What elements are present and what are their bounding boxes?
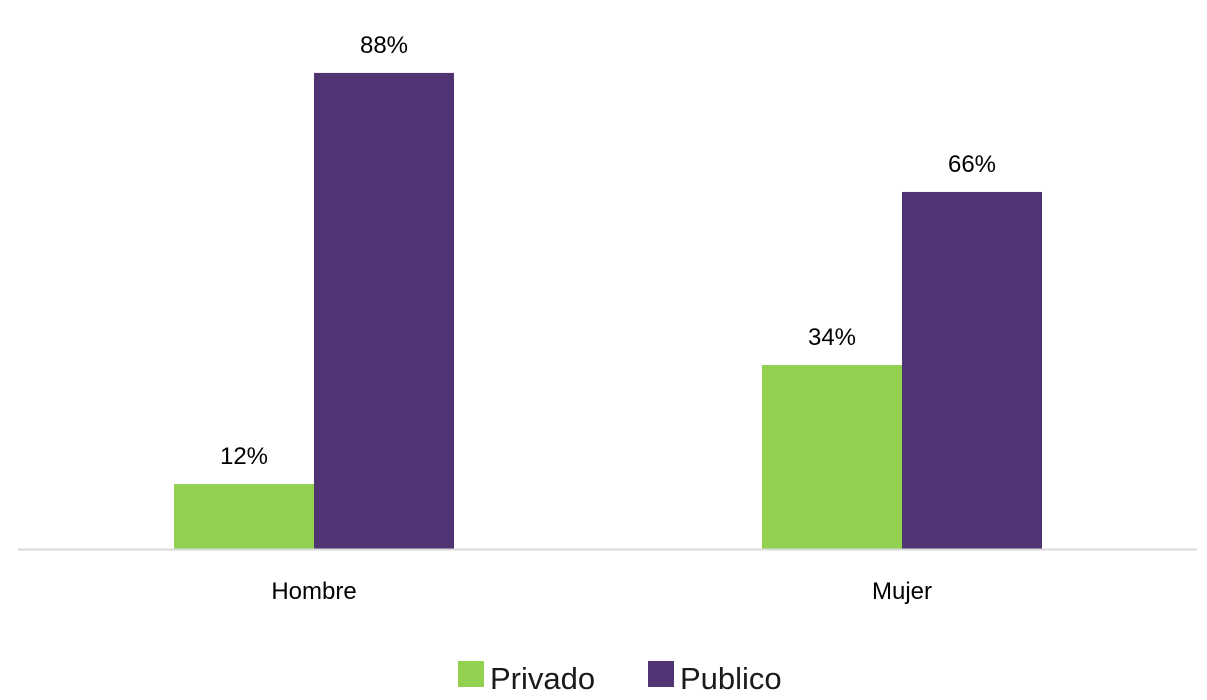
data-label-privado-mujer: 34% (808, 324, 856, 351)
x-axis-tick-labels: Hombre Mujer (271, 578, 932, 605)
legend: Privado Publico (458, 661, 782, 696)
legend-swatch-publico (648, 661, 674, 687)
legend-label-publico: Publico (680, 661, 782, 696)
bar-publico-hombre (314, 72, 454, 550)
legend-label-privado: Privado (490, 661, 595, 696)
bar-publico-mujer (902, 191, 1042, 549)
bar-privado-mujer (762, 365, 902, 549)
x-tick-label-hombre: Hombre (271, 578, 356, 605)
data-labels-layer: 12% 88% 34% 66% (220, 32, 996, 470)
legend-swatch-privado (458, 661, 484, 687)
data-label-publico-mujer: 66% (948, 151, 996, 178)
data-label-publico-hombre: 88% (360, 32, 408, 59)
bar-privado-hombre (174, 484, 314, 549)
x-tick-label-mujer: Mujer (872, 578, 932, 605)
bars-layer (174, 72, 1042, 550)
data-label-privado-hombre: 12% (220, 443, 268, 470)
